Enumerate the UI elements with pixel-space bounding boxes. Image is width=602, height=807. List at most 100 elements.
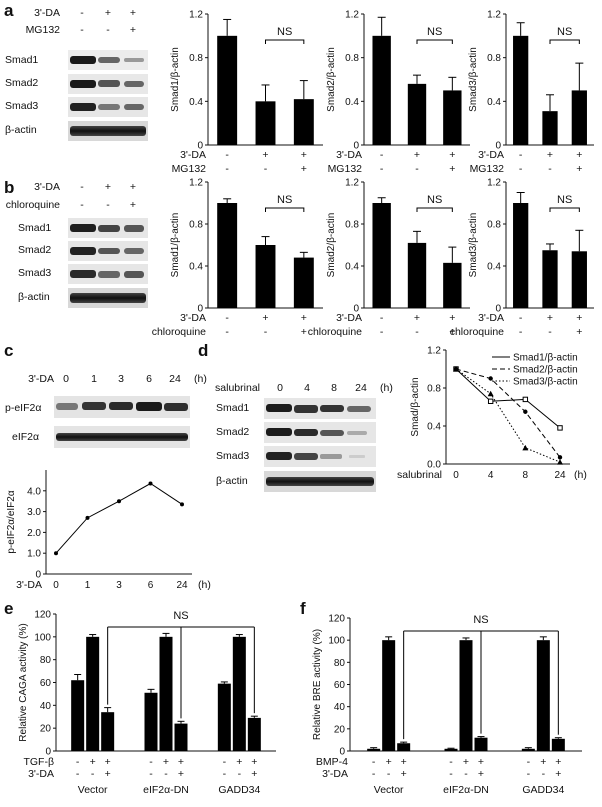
- series-line: [455, 368, 561, 429]
- blot-d-time-2: 8: [331, 382, 337, 394]
- bar: [474, 737, 488, 751]
- blot-d-unit: (h): [380, 382, 393, 394]
- y-tick-label: 0.4: [487, 262, 501, 273]
- treatment-mark: +: [463, 756, 469, 768]
- treatment-label: 3'-DA: [28, 768, 54, 780]
- blot-b-band-label-smad2: Smad2: [18, 244, 51, 256]
- bar: [255, 101, 276, 145]
- bar: [217, 203, 238, 308]
- treatment-mark: -: [225, 326, 229, 338]
- y-tick-label: 0.4: [189, 262, 203, 273]
- treatment-label: BMP-4: [316, 756, 348, 768]
- treatment-mark: -: [449, 768, 453, 780]
- treatment-mark: -: [91, 768, 95, 780]
- blot-b-band: [98, 225, 120, 232]
- blot-c-time-4: 24: [169, 373, 181, 385]
- treatment-label: chloroquine: [450, 326, 504, 338]
- y-tick-label: 0.4: [345, 97, 359, 108]
- blot-a-band: [70, 126, 146, 136]
- x-tick-label: 24: [176, 580, 188, 591]
- blot-c-band: [109, 402, 133, 410]
- blot-c-band: [82, 402, 106, 410]
- treatment-label: chloroquine: [308, 326, 362, 338]
- blot-d-time-3: 24: [355, 382, 367, 394]
- blot-a-band-label-actin: β-actin: [5, 124, 37, 136]
- blot-b-band-label-smad1: Smad1: [18, 222, 51, 234]
- y-tick-label: 120: [328, 614, 345, 625]
- y-tick-label: 1.2: [189, 178, 203, 189]
- treatment-mark: +: [301, 149, 307, 161]
- treatment-mark: +: [386, 756, 392, 768]
- blot-c-time-3: 6: [146, 373, 152, 385]
- bar: [542, 111, 558, 145]
- legend-label: Smad1/β-actin: [513, 353, 578, 364]
- treatment-mark: -: [372, 768, 376, 780]
- blot-d-band-label-smad3: Smad3: [216, 450, 249, 462]
- blot-a-band: [70, 103, 96, 111]
- bar: [443, 262, 462, 308]
- treatment-mark: +: [547, 149, 553, 161]
- blot-a-band: [124, 81, 144, 87]
- blot-b-band: [124, 271, 144, 278]
- blot-d-membrane-smad2: [264, 422, 376, 443]
- bar: [513, 35, 529, 146]
- treatment-mark: -: [548, 326, 552, 338]
- bar: [443, 90, 462, 145]
- treatment-mark: +: [576, 326, 582, 338]
- bar: [255, 245, 276, 308]
- y-tick-label: 20: [40, 724, 52, 735]
- blot-c-time-0: 0: [63, 373, 69, 385]
- treatment-mark: +: [301, 312, 307, 324]
- blot-b-mark-0-2: +: [130, 181, 136, 193]
- panel-letter-b: b: [4, 178, 14, 197]
- blot-b-mark-0-1: +: [105, 181, 111, 193]
- treatment-label: 3'-DA: [180, 312, 206, 324]
- treatment-mark: +: [251, 756, 257, 768]
- x-unit: (h): [198, 579, 211, 591]
- y-tick-label: 0: [197, 304, 203, 315]
- blot-b-lane-label-1: chloroquine: [6, 199, 60, 211]
- y-tick-label: 0.4: [345, 262, 359, 273]
- blot-a-mark-0-0: -: [80, 7, 84, 19]
- y-axis-label: Relative CAGA activity (%): [18, 623, 29, 741]
- y-tick-label: 1.2: [345, 178, 359, 189]
- y-tick-label: 1.2: [487, 178, 501, 189]
- chart-a1: 0 0.4 0.8 1.2 Smad1/β-actin NS 3'-DA - + + MG132 - -…: [170, 10, 323, 175]
- data-point: [523, 409, 528, 414]
- treatment-mark: +: [163, 756, 169, 768]
- y-axis-label: Relative BRE activity (%): [312, 629, 323, 740]
- ns-bracket: [265, 39, 305, 44]
- blot-d-band: [320, 430, 344, 436]
- x-tick-label: 24: [554, 470, 566, 481]
- treatment-label: TGF-β: [23, 756, 54, 768]
- blot-b-band: [70, 247, 96, 255]
- data-point: [487, 398, 494, 405]
- y-axis-label: Smad1/β-actin: [170, 213, 181, 278]
- blot-d-band: [320, 454, 342, 459]
- blot-d-band: [266, 404, 292, 412]
- chart-f: 0 20 40 60 80 100 120 Relative BRE activity (%)…: [312, 614, 582, 796]
- bar: [217, 35, 238, 146]
- treatment-mark: +: [449, 149, 455, 161]
- treatment-mark: -: [164, 768, 168, 780]
- treatment-mark: +: [90, 756, 96, 768]
- blot-a-band-label-smad1: Smad1: [5, 54, 38, 66]
- bar: [407, 83, 427, 145]
- x-tick-label: 4: [488, 470, 494, 481]
- treatment-mark: +: [262, 312, 268, 324]
- y-tick-label: 0.8: [345, 220, 359, 231]
- treatment-mark: -: [527, 768, 531, 780]
- blot-b: 3'-DA - + + chloroquine - - + Smad1 Smad…: [6, 181, 148, 308]
- bar: [293, 257, 314, 308]
- treatment-mark: -: [519, 312, 523, 324]
- treatment-mark: -: [225, 163, 229, 175]
- panel-letter-a: a: [4, 1, 14, 20]
- treatment-mark: -: [387, 768, 391, 780]
- blot-a-band: [70, 56, 96, 64]
- treatment-mark: +: [540, 756, 546, 768]
- blot-c-band: [136, 402, 162, 411]
- ns-label: NS: [557, 194, 572, 206]
- x-tick-label: 0: [453, 470, 459, 481]
- y-tick-label: 1.2: [189, 10, 203, 21]
